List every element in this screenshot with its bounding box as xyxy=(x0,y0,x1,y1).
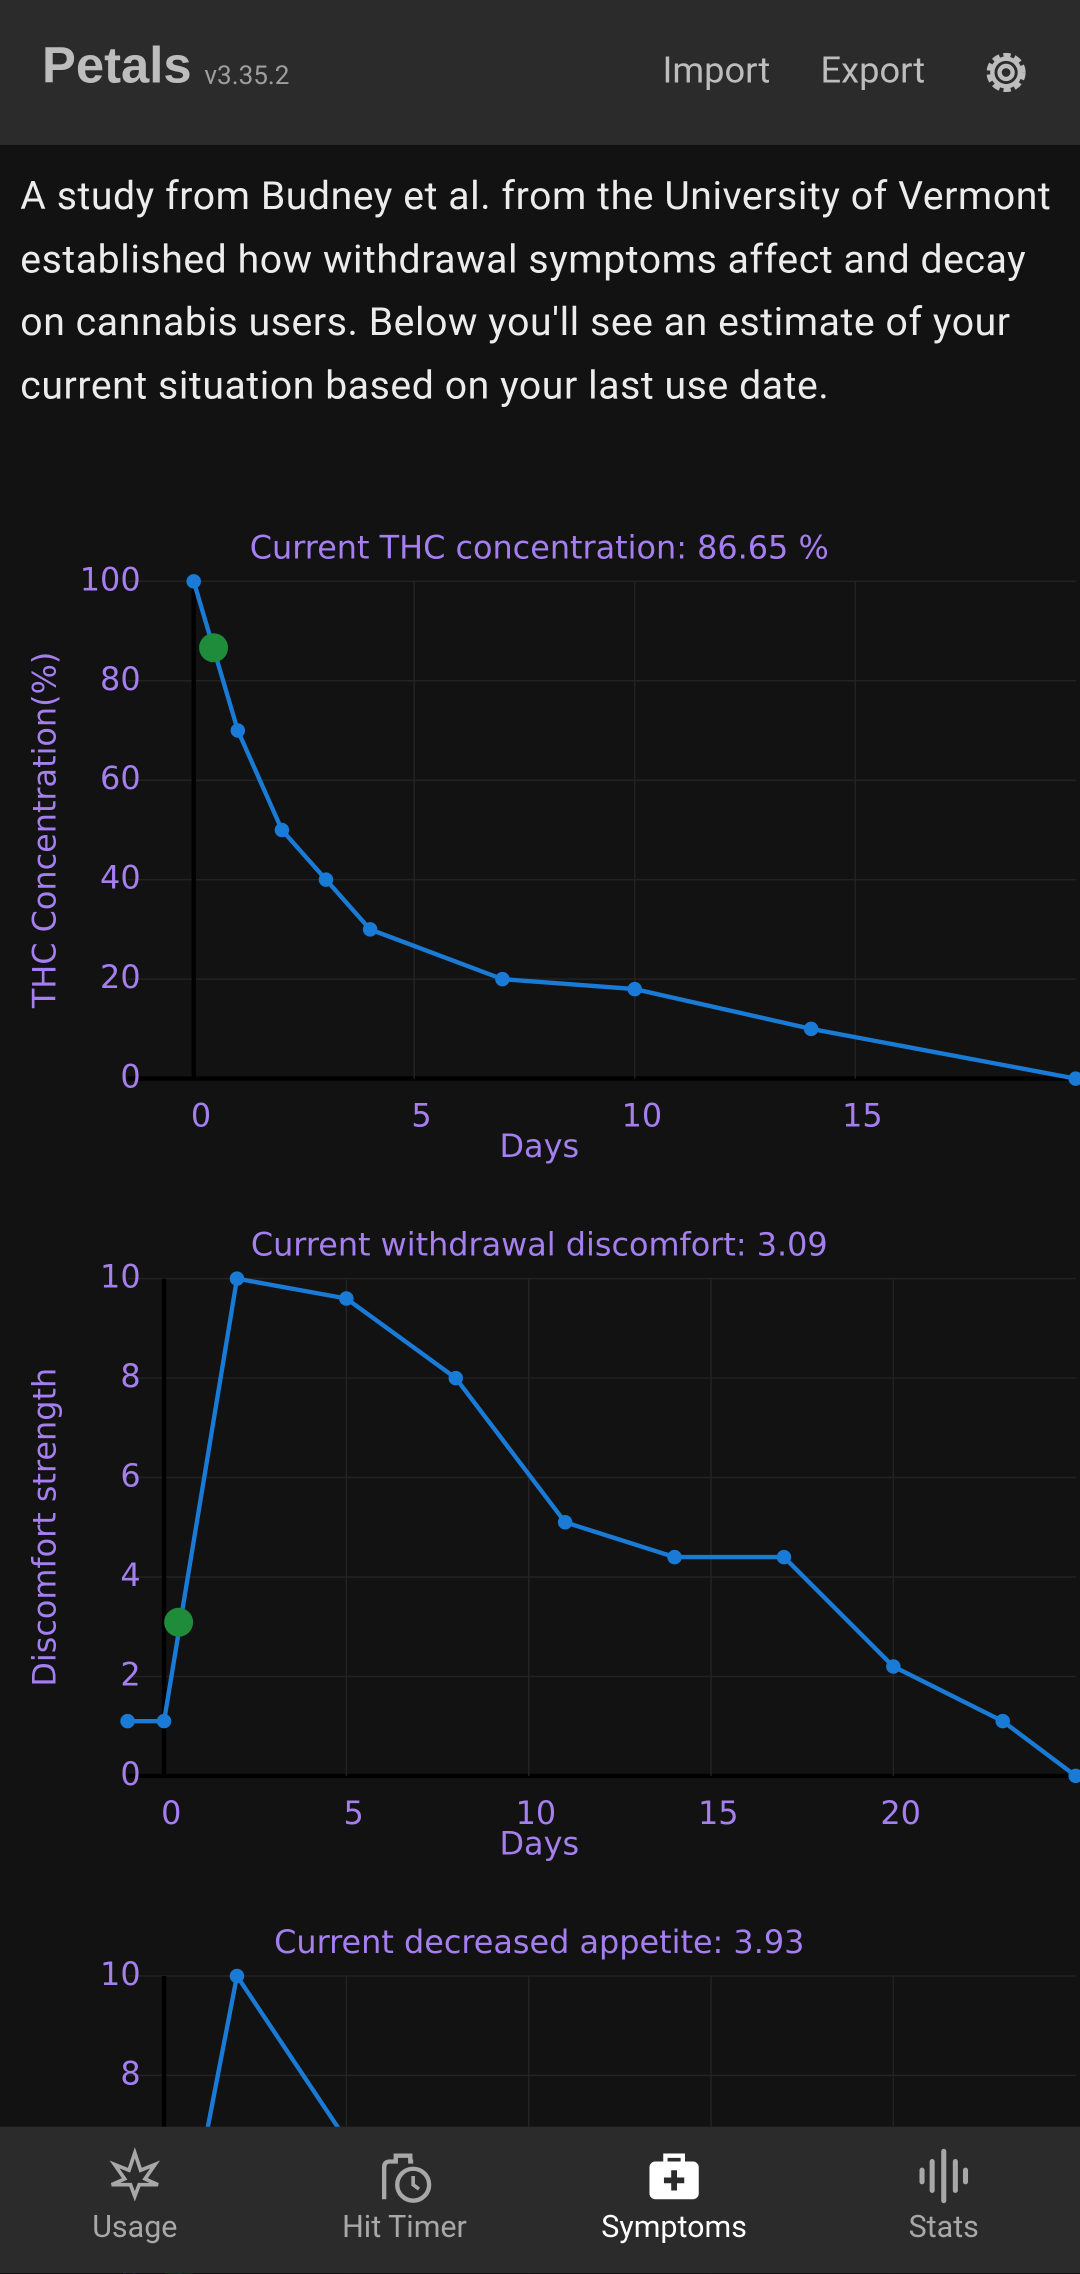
data-point xyxy=(886,1659,901,1674)
nav-hit-timer[interactable]: Hit Timer xyxy=(270,2127,540,2273)
data-point xyxy=(448,1370,464,1386)
chart-title: Current THC concentration: 86.65 % xyxy=(250,528,829,566)
x-axis-label: Days xyxy=(500,1824,580,1862)
data-point xyxy=(156,1713,172,1729)
bottom-nav: Usage Hit Timer Symptoms Stats xyxy=(0,2126,1080,2274)
x-tick-label: 20 xyxy=(880,1794,921,1832)
app-title: Petals xyxy=(42,37,192,95)
chart-title: Current decreased appetite: 3.93 xyxy=(274,1923,804,1961)
stats-icon xyxy=(919,2148,969,2204)
data-point xyxy=(362,922,378,937)
chart: Current THC concentration: 86.65 % 0 20 40 6… xyxy=(25,528,1080,1165)
x-tick-label: 15 xyxy=(842,1097,883,1135)
data-point xyxy=(186,574,201,589)
data-point xyxy=(274,822,290,838)
data-point xyxy=(495,971,510,987)
export-button[interactable]: Export xyxy=(820,50,926,93)
y-tick-label: 10 xyxy=(100,1955,141,1993)
data-point xyxy=(229,1271,245,1286)
current-point xyxy=(199,633,229,663)
data-point xyxy=(1068,1071,1080,1086)
x-tick-label: 10 xyxy=(516,1794,557,1832)
y-tick-label: 40 xyxy=(100,859,141,897)
data-point xyxy=(229,1968,245,1984)
data-point xyxy=(803,1021,819,1037)
x-tick-label: 0 xyxy=(161,1794,181,1832)
data-point xyxy=(230,723,246,738)
data-point xyxy=(776,1549,792,1565)
x-tick-label: 0 xyxy=(191,1097,211,1135)
data-point xyxy=(318,872,334,887)
nav-stats[interactable]: Stats xyxy=(809,2127,1079,2273)
y-tick-label: 100 xyxy=(80,560,141,598)
y-tick-label: 80 xyxy=(100,660,141,698)
x-tick-label: 15 xyxy=(698,1794,739,1832)
settings-icon[interactable] xyxy=(977,43,1035,101)
data-point xyxy=(667,1549,682,1565)
y-tick-label: 10 xyxy=(100,1258,141,1296)
app-version: v3.35.2 xyxy=(204,60,290,92)
y-tick-label: 8 xyxy=(120,2054,140,2092)
y-tick-label: 0 xyxy=(120,1755,140,1793)
app-bar: Petals v3.35.2 Import Export xyxy=(0,0,1080,145)
plot-area xyxy=(127,1278,1076,1776)
data-point xyxy=(1068,1768,1080,1784)
y-tick-label: 20 xyxy=(100,958,141,996)
x-axis-label: Days xyxy=(500,1127,580,1165)
data-point xyxy=(557,1515,573,1530)
intro-text: A study from Budney et al. from the Univ… xyxy=(20,172,1052,409)
y-tick-label: 4 xyxy=(120,1556,140,1594)
symptoms-icon xyxy=(649,2153,699,2200)
nav-label: Symptoms xyxy=(601,2210,747,2246)
data-point xyxy=(339,1291,354,1306)
y-tick-label: 60 xyxy=(100,759,141,797)
x-tick-label: 5 xyxy=(411,1097,431,1135)
y-tick-label: 2 xyxy=(120,1655,140,1693)
import-button[interactable]: Import xyxy=(662,50,771,93)
nav-label: Stats xyxy=(908,2210,979,2246)
chart: Current withdrawal discomfort: 3.09 0 2 4 6 8… xyxy=(25,1226,1080,1862)
x-tick-label: 5 xyxy=(343,1794,363,1832)
usage-icon xyxy=(109,2147,161,2202)
nav-label: Hit Timer xyxy=(342,2210,467,2246)
chart-title: Current withdrawal discomfort: 3.09 xyxy=(251,1226,828,1264)
data-point xyxy=(627,981,642,997)
current-point xyxy=(164,1607,194,1637)
nav-label: Usage xyxy=(92,2210,178,2246)
y-tick-label: 6 xyxy=(120,1457,140,1495)
y-axis-label: THC Concentration(%) xyxy=(25,652,63,1009)
y-tick-label: 0 xyxy=(120,1058,140,1096)
plot-area xyxy=(127,581,1076,1079)
timer-icon xyxy=(381,2153,432,2203)
x-tick-label: 10 xyxy=(622,1097,663,1135)
y-axis-label: Discomfort strength xyxy=(25,1368,63,1687)
data-point xyxy=(995,1713,1010,1729)
nav-symptoms[interactable]: Symptoms xyxy=(539,2127,809,2273)
data-point xyxy=(120,1713,135,1729)
nav-usage[interactable]: Usage xyxy=(0,2127,270,2273)
y-tick-label: 8 xyxy=(120,1357,140,1395)
